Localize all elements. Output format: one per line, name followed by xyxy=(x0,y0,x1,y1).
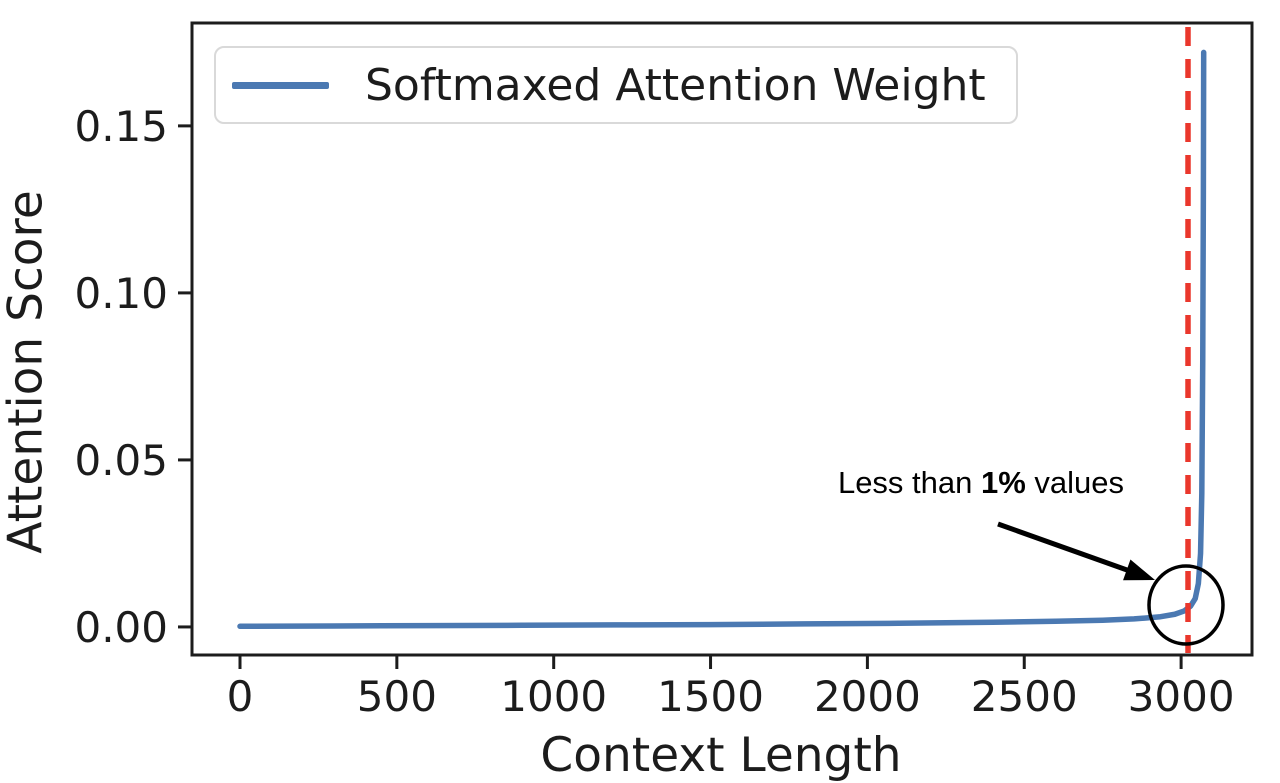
y-tick-label: 0.10 xyxy=(74,269,168,318)
annotation-text: Less than 1% values xyxy=(838,465,1124,501)
x-tick-label: 2000 xyxy=(814,672,921,721)
annotation-text-prefix: Less than xyxy=(837,465,981,500)
annotation-arrow-head xyxy=(1123,559,1155,581)
x-tick-label: 500 xyxy=(357,672,437,721)
x-tick-label: 3000 xyxy=(1128,672,1235,721)
x-tick-label: 2500 xyxy=(971,672,1078,721)
legend-label: Softmaxed Attention Weight xyxy=(365,59,986,111)
legend-line-sample xyxy=(232,81,329,89)
y-axis-title: Attention Score xyxy=(0,190,54,554)
x-tick-label: 0 xyxy=(227,672,254,721)
annotation-text-suffix: values xyxy=(1025,465,1125,500)
x-tick-label: 1000 xyxy=(500,672,607,721)
legend: Softmaxed Attention Weight xyxy=(214,46,1018,124)
attention-curve xyxy=(237,49,1207,630)
y-tick-label: 0.00 xyxy=(74,603,168,652)
x-tick-label: 1500 xyxy=(657,672,764,721)
annotation-arrow-shaft xyxy=(997,521,1132,574)
x-axis-title: Context Length xyxy=(540,728,902,783)
y-tick-label: 0.15 xyxy=(74,102,168,151)
plot-border xyxy=(190,21,1254,657)
annotation-circle xyxy=(1147,564,1225,646)
annotation-text-bold: 1% xyxy=(981,465,1026,500)
y-tick-label: 0.05 xyxy=(74,436,168,485)
